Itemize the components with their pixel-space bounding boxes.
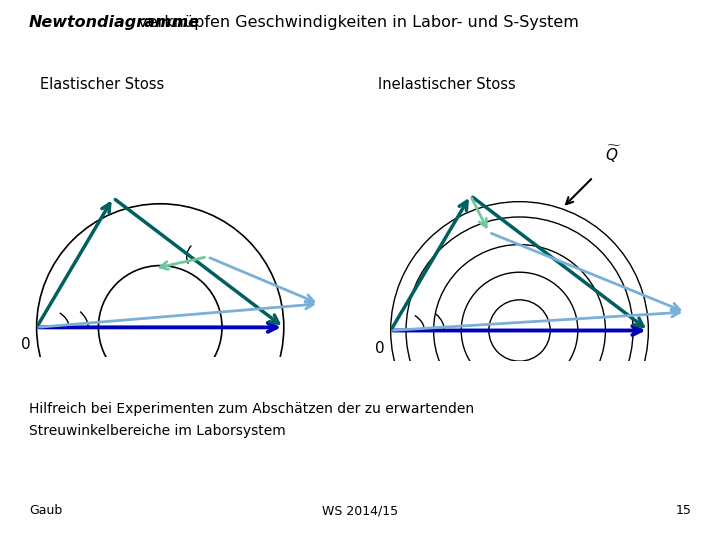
Text: Inelastischer Stoss: Inelastischer Stoss <box>378 77 516 92</box>
Text: WS 2014/15: WS 2014/15 <box>322 504 398 517</box>
Text: 15: 15 <box>675 504 691 517</box>
Text: Newtondiagramme: Newtondiagramme <box>29 15 200 30</box>
Text: $\widetilde{Q}$: $\widetilde{Q}$ <box>606 143 621 165</box>
Text: Gaub: Gaub <box>29 504 62 517</box>
Text: verknüpfen Geschwindigkeiten in Labor- und S-System: verknüpfen Geschwindigkeiten in Labor- u… <box>133 15 579 30</box>
Text: $0$: $0$ <box>374 340 384 356</box>
Text: Streuwinkelbereiche im Laborsystem: Streuwinkelbereiche im Laborsystem <box>29 424 286 438</box>
Text: $0$: $0$ <box>20 336 31 352</box>
Text: Elastischer Stoss: Elastischer Stoss <box>40 77 164 92</box>
Text: Hilfreich bei Experimenten zum Abschätzen der zu erwartenden: Hilfreich bei Experimenten zum Abschätze… <box>29 402 474 416</box>
